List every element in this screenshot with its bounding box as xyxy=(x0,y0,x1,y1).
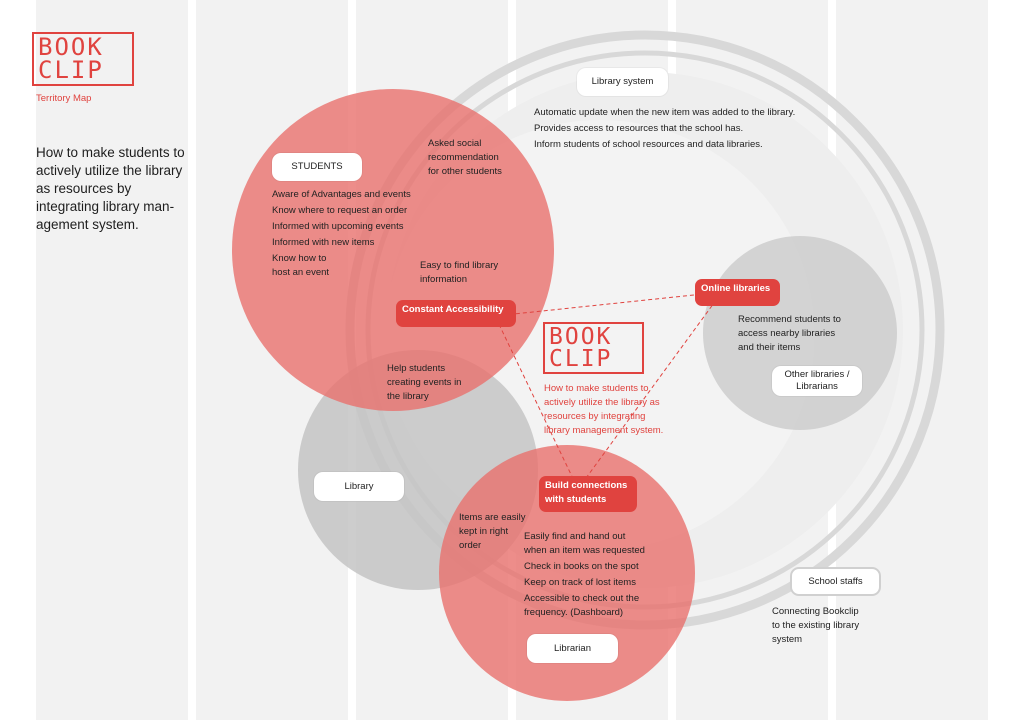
center-description-line: How to make students to xyxy=(544,383,649,394)
library-system-item: Automatic update when the new item was a… xyxy=(534,107,796,118)
logo-line-2: CLIP xyxy=(38,56,104,84)
center-bookclip-logo: BOOK CLIP xyxy=(543,322,644,374)
online-libraries-label: Online libraries xyxy=(695,279,780,306)
bookclip-logo: BOOK CLIP xyxy=(32,32,134,86)
library-system-text: Automatic update when the new item was a… xyxy=(534,105,795,153)
page-subtitle: Territory Map xyxy=(36,93,92,104)
items-kept-line: Items are easily xyxy=(459,512,526,523)
school-staffs-item: system xyxy=(772,634,803,645)
librarian-label: Librarian xyxy=(527,634,618,663)
asked-social-line: Asked social xyxy=(428,138,482,149)
students-text: Aware of Advantages and events Know wher… xyxy=(272,187,411,281)
asked-social-text: Asked social recommendation for other st… xyxy=(428,137,502,179)
students-label: STUDENTS xyxy=(272,153,362,181)
items-kept-line: order xyxy=(459,540,482,551)
easy-find-line: Easy to find library xyxy=(420,260,499,271)
school-staffs-text: Connecting Bookclip to the existing libr… xyxy=(772,605,859,647)
help-students-line: the library xyxy=(387,391,429,402)
center-description-line: resources by integrating xyxy=(544,411,646,422)
build-connections-label: Build connections with students xyxy=(539,476,637,512)
other-libraries-label: Other libraries / Librarians xyxy=(772,366,862,396)
help-students-line: creating events in xyxy=(387,377,462,388)
online-libraries-item: access nearby libraries xyxy=(738,328,836,339)
constant-accessibility-label: Constant Accessibility xyxy=(396,300,516,327)
students-item: Informed with new items xyxy=(272,237,375,248)
column-bg-1 xyxy=(36,0,188,720)
librarian-item: frequency. (Dashboard) xyxy=(524,607,624,618)
items-kept-text: Items are easily kept in right order xyxy=(459,511,526,553)
connection-lines xyxy=(494,291,724,490)
library-system-label: Library system xyxy=(577,68,668,96)
center-logo-line-2: CLIP xyxy=(549,346,613,372)
library-system-item: Inform students of school resources and … xyxy=(534,139,763,150)
online-libraries-item: Recommend students to xyxy=(738,314,841,325)
students-item: host an event xyxy=(272,267,330,278)
librarian-item: Check in books on the spot xyxy=(524,561,639,572)
librarian-item: Accessible to check out the xyxy=(524,593,640,604)
help-students-line: Help students xyxy=(387,363,446,374)
school-staffs-item: to the existing library xyxy=(772,620,860,631)
librarian-item: Easily find and hand out xyxy=(524,531,626,542)
librarian-item: when an item was requested xyxy=(524,545,645,556)
librarian-item: Keep on track of lost items xyxy=(524,577,636,588)
help-students-text: Help students creating events in the lib… xyxy=(387,362,461,404)
library-system-item: Provides access to resources that the sc… xyxy=(534,123,744,134)
online-libraries-item: and their items xyxy=(738,342,801,353)
items-kept-line: kept in right xyxy=(459,526,509,537)
center-description: How to make students to actively utilize… xyxy=(544,382,663,438)
center-logo-line-1: BOOK xyxy=(549,324,613,350)
other-libraries-line: Librarians xyxy=(796,381,838,392)
school-staffs-label: School staffs xyxy=(790,567,881,596)
students-item: Know how to xyxy=(272,253,327,264)
students-item: Aware of Advantages and events xyxy=(272,189,411,200)
center-description-line: library management system. xyxy=(544,425,664,436)
easy-find-line: information xyxy=(420,274,467,285)
asked-social-line: recommendation xyxy=(428,152,499,163)
school-staffs-item: Connecting Bookclip xyxy=(772,606,859,617)
build-connections-line: with students xyxy=(545,494,607,505)
other-libraries-line: Other libraries / xyxy=(784,369,850,380)
build-connections-line: Build connections xyxy=(545,480,628,491)
library-label: Library xyxy=(314,472,404,501)
students-item: Know where to request an order xyxy=(272,205,408,216)
asked-social-line: for other students xyxy=(428,166,502,177)
center-description-line: actively utilize the library as xyxy=(544,397,660,408)
page-description: How to make students to actively utilize… xyxy=(36,145,185,232)
easy-find-text: Easy to find library information xyxy=(420,259,498,287)
logo-line-1: BOOK xyxy=(38,33,104,61)
librarian-text: Easily find and hand out when an item wa… xyxy=(524,529,645,621)
students-item: Informed with upcoming events xyxy=(272,221,404,232)
online-libraries-text: Recommend students to access nearby libr… xyxy=(738,313,841,355)
